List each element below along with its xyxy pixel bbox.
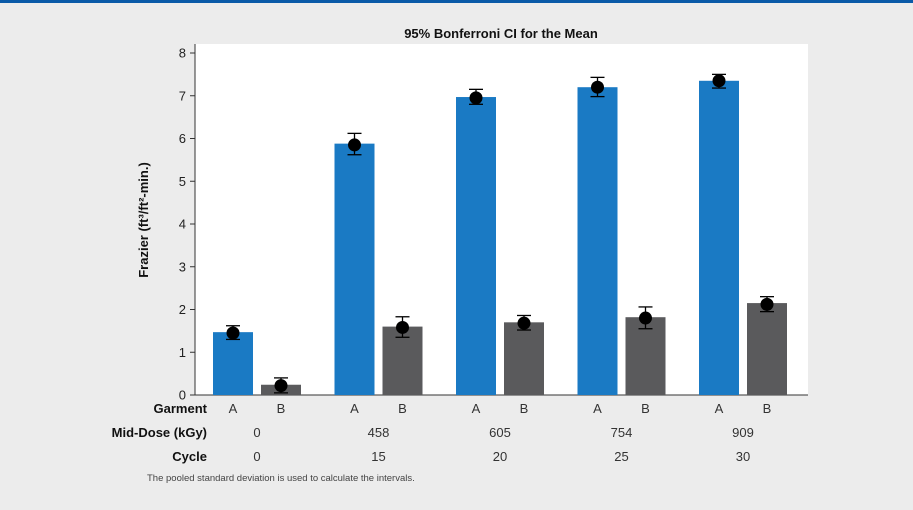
row-0-value: B [763,401,772,416]
bar-4-b [747,303,787,395]
y-axis: 0 1 2 3 4 5 6 7 8 [179,44,808,403]
bar-group-4-b [747,296,787,395]
mean-point [274,379,288,393]
row-2-value: 0 [253,449,260,464]
y-tick-label: 5 [179,174,186,189]
row-0-value: A [715,401,724,416]
bar-1-a [334,143,375,395]
bar-group-1-a [334,132,375,395]
bar-group-2-a [456,88,496,395]
bar-2-a [456,97,496,395]
bar-2-b [504,322,544,395]
mean-point [639,311,652,325]
mean-point [469,91,483,105]
y-tick-label: 2 [179,302,186,317]
bar-3-a [577,87,618,395]
mean-point [396,320,409,334]
row-0-value: A [229,401,238,416]
category-rows: Garment A B A B A B A B A B Mid-Dose (kGy) 0 458 605 75… [112,401,772,464]
y-tick-label: 3 [179,259,186,274]
row-label-2: Cycle [172,449,207,464]
row-1-value: 605 [489,425,511,440]
y-tick-label: 4 [179,217,186,232]
y-tick-label: 0 [179,388,186,403]
footnote: The pooled standard deviation is used to… [147,473,415,484]
top-accent-bar [0,0,913,3]
bar-3-b [625,317,666,395]
row-label-0: Garment [154,401,208,416]
row-2-value: 25 [614,449,628,464]
y-tick-label: 7 [179,88,186,103]
mean-point [712,74,726,88]
row-1-value: 458 [368,425,390,440]
mean-point [517,316,531,330]
y-axis-label: Frazier (ft³/ft²-min.) [136,162,151,278]
mean-point [591,80,604,94]
y-tick-label: 6 [179,131,186,146]
row-0-value: A [350,401,359,416]
row-1-value: 909 [732,425,754,440]
row-0-value: A [593,401,602,416]
row-2-value: 20 [493,449,507,464]
row-0-value: B [277,401,286,416]
bar-group-3-b [625,306,666,395]
row-0-value: B [641,401,650,416]
row-label-1: Mid-Dose (kGy) [112,425,207,440]
bar-group-3-a [577,76,618,395]
row-1-value: 0 [253,425,260,440]
mean-point [760,297,774,311]
row-0-value: B [520,401,529,416]
chart-title: 95% Bonferroni CI for the Mean [404,26,598,41]
bar-group-2-b [504,314,544,395]
bar-1-b [382,326,423,395]
bar-0-a [213,332,253,395]
bar-4-a [699,80,739,395]
row-0-value: B [398,401,407,416]
mean-point [348,138,361,152]
row-1-value: 754 [611,425,633,440]
bar-group-0-a [213,325,253,395]
y-tick-label: 8 [179,46,186,61]
bar-group-0-b [261,377,301,395]
bar-group-4-a [699,73,739,395]
row-2-value: 15 [371,449,385,464]
row-2-value: 30 [736,449,750,464]
mean-point [226,326,240,340]
bars [213,73,787,395]
row-0-value: A [472,401,481,416]
y-tick-label: 1 [179,345,186,360]
bar-group-1-b [382,316,423,395]
